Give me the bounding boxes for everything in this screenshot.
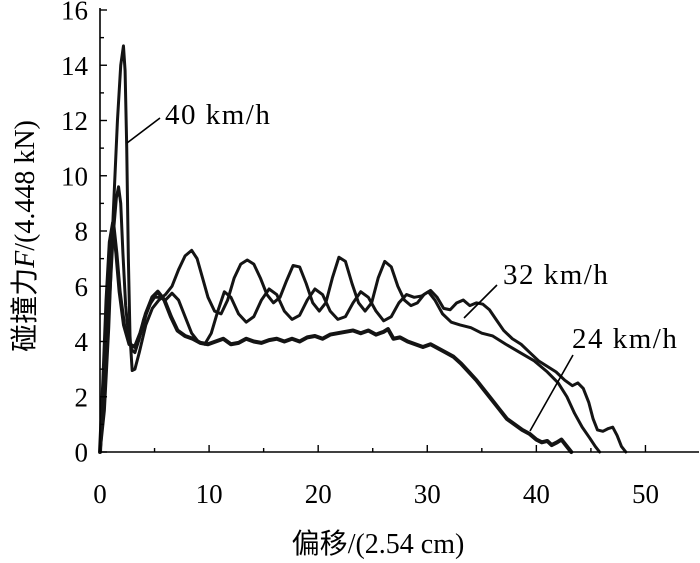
x-axis-title-text: 偏移 [292,527,348,560]
tick-labels: 0 2 4 6 8 10 12 14 16 0 10 20 30 40 50 [61,0,659,509]
y-tick-label: 4 [75,327,89,357]
series-line-32-kmh [98,185,602,454]
annotation-label-40-kmh: 40 km/h [165,99,271,131]
y-tick-label: 6 [75,272,89,302]
annotation-label-24-kmh: 24 km/h [572,323,678,355]
x-axis-title-unit: /(2.54 cm) [348,529,465,560]
series-line-40-kmh [98,44,628,454]
x-tick-label: 30 [414,479,441,509]
leader-line-32-kmh [463,284,498,319]
annotation-40-kmh: 40 km/h [126,99,271,144]
x-tick-label: 40 [523,479,550,509]
y-tick-label: 0 [75,438,89,468]
y-tick-label: 14 [61,51,89,81]
annotation-32-kmh: 32 km/h [463,259,609,319]
y-axis-title-unit: /(4.448 kN) [10,120,41,251]
y-tick-label: 16 [61,0,88,26]
x-axis-title: 偏移/(2.54 cm) [292,527,465,560]
y-tick-label: 2 [75,382,89,412]
y-tick-label: 10 [61,161,88,191]
annotation-label-32-kmh: 32 km/h [503,259,609,291]
tick-marks [99,9,647,453]
plot-area [98,44,628,454]
y-tick-label: 8 [75,217,89,247]
series-line-24-kmh [98,220,574,454]
y-axis-title: 碰撞力F/(4.448 kN) [8,120,41,352]
y-axis-title-symbol: F [10,250,41,269]
x-tick-label: 10 [196,479,223,509]
leader-line-40-kmh [126,117,161,144]
x-tick-label: 0 [93,479,107,509]
x-tick-label: 20 [305,479,332,509]
y-axis-title-text: 碰撞力 [8,268,41,352]
x-tick-label: 50 [632,479,659,509]
y-tick-label: 12 [61,106,88,136]
annotation-24-kmh: 24 km/h [529,323,678,432]
leader-line-24-kmh [529,354,574,432]
